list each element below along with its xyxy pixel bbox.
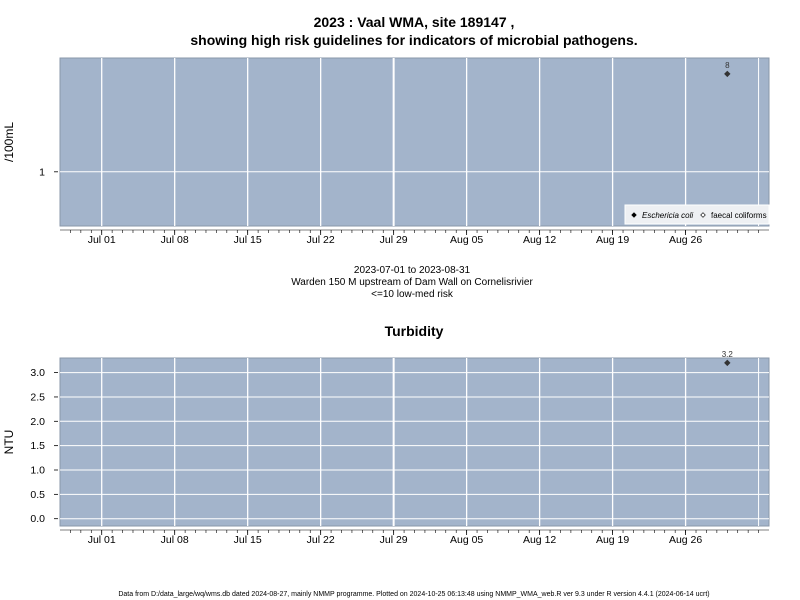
chart-title-line2: showing high risk guidelines for indicat… <box>190 32 637 48</box>
legend-marker <box>700 212 706 218</box>
y-tick-label: 1.5 <box>30 440 45 452</box>
legend-marker <box>631 212 637 218</box>
x-tick-label: Jul 01 <box>88 534 116 546</box>
legend-label: Eschericia coli <box>642 211 693 220</box>
plot-background <box>59 57 770 227</box>
x-tick-label: Jul 01 <box>88 234 116 246</box>
x-tick-label: Jul 08 <box>161 234 189 246</box>
x-tick-label: Aug 19 <box>596 534 629 546</box>
data-point <box>724 359 731 367</box>
turbidity-panel: Jul 01 Jul 08 Jul 15 Jul 22 Jul 29 Aug 05 Aug … <box>2 350 770 546</box>
legend-box <box>624 204 770 225</box>
y-tick-label: 0.5 <box>30 489 45 501</box>
y-tick-label: 1.0 <box>30 465 45 477</box>
x-tick-label: Aug 12 <box>523 234 556 246</box>
x-tick-label: Aug 05 <box>450 234 483 246</box>
x-tick-label: Jul 08 <box>161 534 189 546</box>
plot-background <box>59 357 770 527</box>
turbidity-title: Turbidity <box>385 323 444 339</box>
footer-note: Data from D:/data_large/wq/wms.db dated … <box>118 591 709 598</box>
x-tick-label: Jul 22 <box>307 534 335 546</box>
y-tick-label: 0.0 <box>30 513 45 525</box>
y-tick-label: 2.5 <box>30 391 45 403</box>
date-range-text: 2023-07-01 to 2023-08-31 <box>354 265 471 276</box>
x-tick-label: Aug 05 <box>450 534 483 546</box>
x-tick-label: Jul 29 <box>380 534 408 546</box>
y-tick-label: 1 <box>39 166 45 178</box>
x-tick-label: Aug 19 <box>596 234 629 246</box>
chart-title-line1: 2023 : Vaal WMA, site 189147 , <box>314 14 515 30</box>
risk-level-text: <=10 low-med risk <box>371 289 454 300</box>
y-tick-label: 2.0 <box>30 416 45 428</box>
data-label: 8 <box>725 61 730 70</box>
data-label: 3.2 <box>722 350 734 359</box>
site-description-text: Warden 150 M upstream of Dam Wall on Cor… <box>291 277 533 288</box>
x-tick-label: Jul 15 <box>234 234 262 246</box>
x-tick-label: Jul 15 <box>234 534 262 546</box>
x-tick-label: Aug 26 <box>669 534 702 546</box>
x-tick-label: Aug 26 <box>669 234 702 246</box>
x-tick-label: Jul 22 <box>307 234 335 246</box>
y-axis-label: NTU <box>2 430 16 455</box>
x-tick-label: Jul 29 <box>380 234 408 246</box>
x-tick-label: Aug 12 <box>523 534 556 546</box>
y-axis-label: /100mL <box>2 122 16 162</box>
ecoli-panel: Jul 01 Jul 08 Jul 15 Jul 22 Jul 29 Aug 05 Aug … <box>2 57 770 246</box>
data-point <box>724 70 731 78</box>
legend-label: faecal coliforms <box>711 211 767 220</box>
y-tick-label: 3.0 <box>30 367 45 379</box>
